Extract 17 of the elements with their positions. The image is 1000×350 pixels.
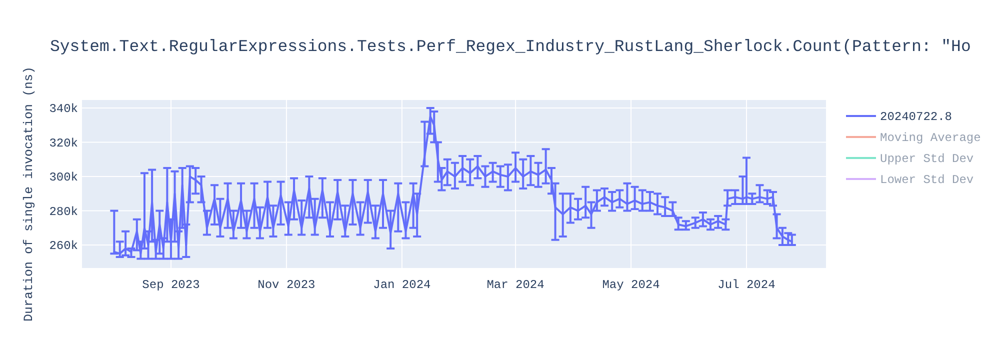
x-tick-label: Jul 2024 [718,278,776,292]
y-axis-title: Duration of single invocation (ns) [22,66,36,322]
x-tick-label: Jan 2024 [373,278,431,292]
y-tick-label: 320k [49,136,78,150]
y-tick-label: 260k [49,239,78,254]
y-tick-label: 300k [49,170,78,185]
x-tick-label: Nov 2023 [258,278,316,292]
x-tick-label: Sep 2023 [142,278,200,292]
y-tick-label: 280k [49,204,78,219]
legend-label: 20240722.8 [880,110,952,124]
x-tick-label: May 2024 [602,278,660,292]
chart-title: System.Text.RegularExpressions.Tests.Perf_Regex_Industry_RustLang_Sherlock.Count(Pattern: "Ho [50,37,971,56]
y-tick-label: 340k [49,102,78,116]
x-tick-label: Mar 2024 [486,278,544,292]
legend-label: Upper Std Dev [880,152,974,166]
legend-label: Lower Std Dev [880,173,974,187]
legend-label: Moving Average [880,131,981,145]
